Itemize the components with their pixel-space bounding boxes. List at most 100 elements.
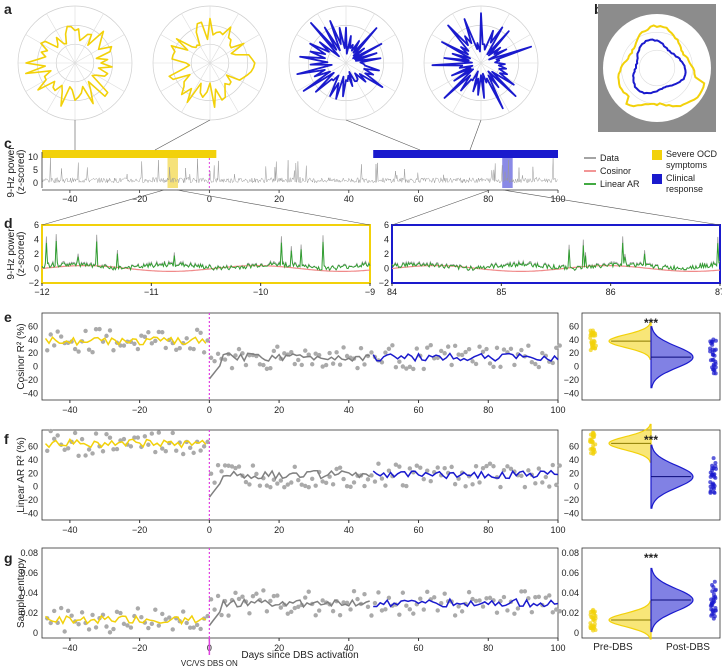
panel-e-ytick-label: 60 [28, 321, 38, 331]
panel-e-point [45, 348, 50, 353]
panel-g-point [226, 613, 231, 618]
panel-f-violin-ytick: 40 [569, 455, 579, 465]
polar-spoke [209, 13, 239, 64]
panel-g-point [421, 607, 426, 612]
panel-f-point [480, 465, 486, 471]
panel-g-point [149, 621, 155, 627]
panel-f-point [93, 431, 99, 436]
panel-f-point [306, 484, 311, 490]
panel-e-violin-ytick: 40 [569, 335, 579, 345]
panel-e-ytick-label: 0 [33, 362, 38, 372]
panel-e-point [86, 347, 92, 352]
polar-plot-2 [152, 5, 268, 121]
panel-g-point [365, 604, 371, 610]
panel-e-point [52, 343, 57, 348]
panel-f-point [247, 482, 252, 487]
panel-e-point [369, 350, 374, 355]
panel-g-point [212, 607, 217, 612]
panel-f-post-dot [711, 456, 716, 461]
panel-g-xtick-label: 80 [483, 643, 493, 653]
panel-g-pre-dot [592, 610, 597, 615]
panel-e-point [289, 350, 294, 355]
panel-e-point [400, 364, 406, 369]
panel-g-stars: *** [644, 551, 658, 565]
panel-f-point [104, 431, 109, 437]
panel-f-point [236, 464, 242, 469]
panel-f-point [275, 481, 280, 486]
polar-spoke [74, 13, 104, 64]
panel-g-point [466, 589, 472, 595]
panel-e-point [411, 366, 416, 372]
panel-e-point [264, 366, 270, 372]
panel-g-violin-ytick: 0.06 [561, 568, 579, 578]
polar-gridcircle [638, 49, 676, 87]
panel-f-ytick-label: 40 [28, 455, 38, 465]
panel-g-pre-line [44, 614, 207, 626]
panel-f-point [414, 463, 419, 468]
panel-f-point [205, 439, 210, 445]
panel-e-point [313, 351, 318, 356]
panel-e-pre-dot [590, 343, 595, 348]
panel-g-point [435, 608, 440, 613]
panel-f-xtick-label: 0 [207, 525, 212, 535]
zoom-left-xtick-label: −10 [253, 287, 268, 297]
ytick-label-c: 0 [33, 178, 38, 188]
polar-series-3 [296, 20, 384, 100]
xtick-label-c: −40 [62, 194, 77, 204]
panel-f-point [393, 462, 399, 467]
panel-g-point [170, 627, 175, 632]
panel-e-point [160, 330, 165, 335]
panel-g-point [477, 598, 482, 603]
panel-e-point [494, 345, 500, 351]
panel-e-frame [41, 312, 559, 401]
panel-f-point [114, 446, 120, 452]
panel-g-post-dot [709, 602, 714, 607]
panel-e-violin-ytick: −20 [564, 375, 579, 385]
panel-e-point [442, 351, 447, 356]
panel-g-point [306, 589, 311, 594]
panel-e-point [393, 365, 399, 370]
panel-g-point [146, 625, 151, 631]
panel-f-point [219, 469, 224, 474]
panel-e-point [93, 327, 99, 332]
panel-e-point [104, 333, 109, 339]
panel-g-xtick-label: 100 [550, 643, 565, 653]
panel-f-point [111, 447, 116, 452]
zoom-left-ytick-label: 0 [34, 264, 39, 274]
panel-e-point [463, 349, 468, 355]
panel-e-ytick-label: −40 [23, 388, 38, 398]
panel-e-point [421, 366, 426, 372]
panel-g-ytick-label: 0.08 [20, 548, 38, 558]
panel-g-point [484, 596, 489, 601]
panel-label-a: a [4, 1, 12, 17]
panel-e-post-dot [713, 347, 718, 352]
panel-f-point [313, 483, 318, 488]
panel-f-xtick-label: −20 [132, 525, 147, 535]
panel-e-point [390, 343, 395, 348]
zoom-left-xtick-label: −11 [144, 287, 159, 297]
panel-label-f: f [4, 431, 9, 447]
polar-spoke [160, 62, 211, 92]
panel-e-point [156, 329, 161, 335]
panel-e-point [296, 357, 301, 363]
polar-spoke [431, 62, 482, 92]
panel-f-point [407, 466, 413, 471]
panel-g-point [271, 593, 277, 599]
legend-label-2: Linear AR [600, 179, 640, 189]
zoom-right-xtick-label: 85 [496, 287, 506, 297]
panel-e-point [299, 362, 304, 368]
polar-spoke [74, 62, 125, 92]
panel-f-xtick-label: 20 [274, 525, 284, 535]
panel-g-point [456, 604, 461, 609]
panel-g-point [76, 622, 81, 627]
panel-f-point [519, 473, 524, 479]
panel-g-point [369, 613, 374, 618]
panel-f-post-dot [708, 490, 713, 495]
panel-g-point [128, 625, 134, 630]
x-axis-label: Days since DBS activation [241, 650, 358, 661]
panel-f-violin-ytick: −20 [564, 495, 579, 505]
panel-f-point [362, 483, 367, 489]
polar-spoke [46, 62, 76, 113]
panel-f-point [222, 463, 228, 468]
panel-f-point [550, 462, 555, 468]
